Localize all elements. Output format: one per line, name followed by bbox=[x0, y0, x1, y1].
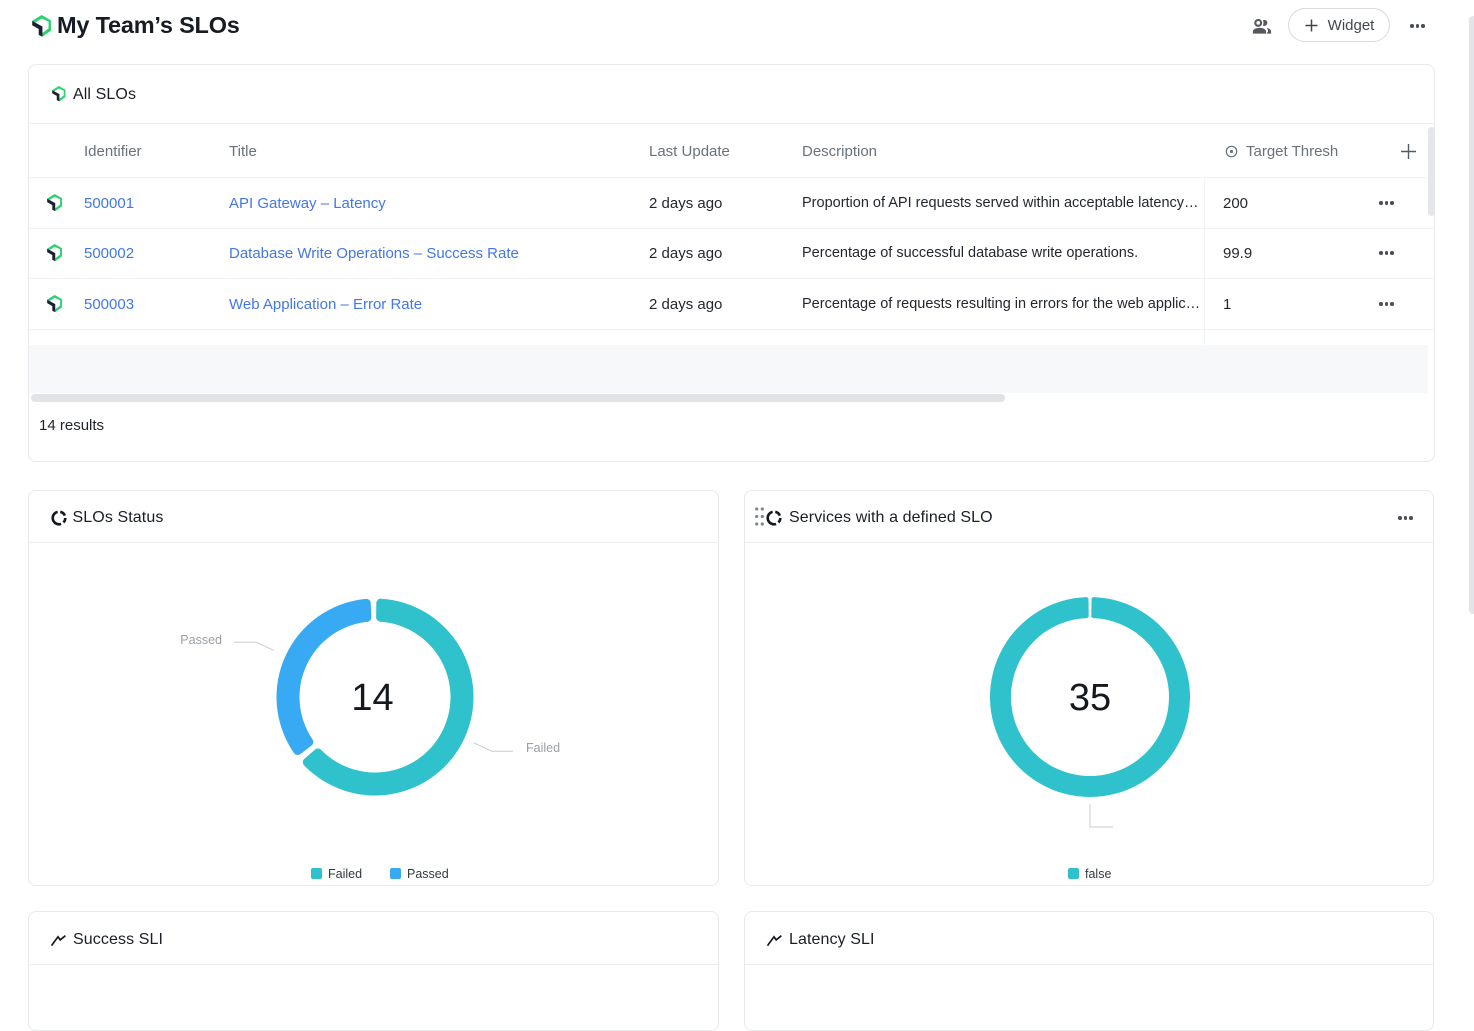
svg-text:false: false bbox=[1085, 867, 1111, 881]
svg-text:Failed: Failed bbox=[328, 867, 362, 881]
svg-text:Failed: Failed bbox=[526, 741, 560, 755]
svg-text:Passed: Passed bbox=[180, 633, 222, 647]
svg-text:35: 35 bbox=[1069, 677, 1111, 719]
svg-text:Passed: Passed bbox=[407, 867, 449, 881]
svg-text:14: 14 bbox=[351, 677, 393, 719]
